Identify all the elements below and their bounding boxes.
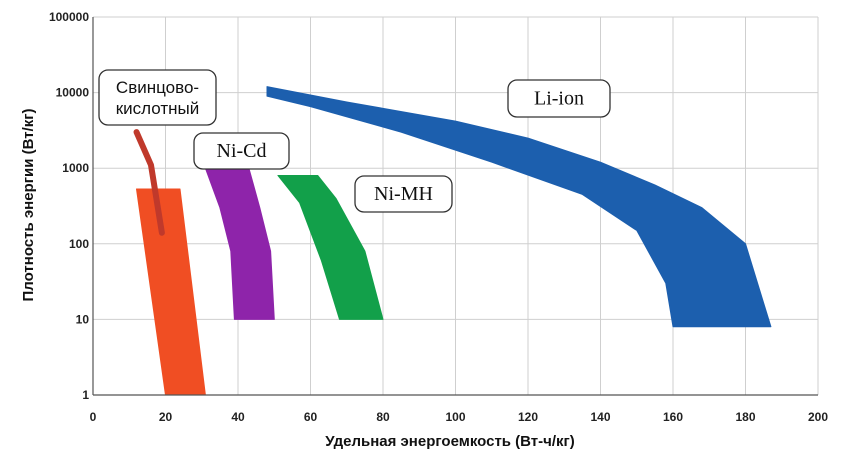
y-axis-title: Плотность энергии (Вт/кг): [20, 109, 37, 302]
x-tick-label: 200: [808, 410, 828, 424]
series-regions: [133, 86, 772, 396]
y-tick-label: 100000: [49, 10, 89, 24]
series-label: кислотный: [116, 99, 200, 118]
series-label-box: [354, 175, 453, 213]
x-tick-label: 120: [518, 410, 538, 424]
x-tick-label: 60: [304, 410, 318, 424]
series-label: Li-ion: [534, 88, 584, 110]
y-tick-label: 100: [69, 237, 89, 251]
x-tick-label: 140: [590, 410, 610, 424]
series-label-box: [193, 132, 290, 170]
y-tick-labels: 1 10 100 1000 10000 100000: [49, 10, 89, 402]
x-axis-title: Удельная энергоемкость (Вт-ч/кг): [325, 433, 575, 450]
series-label: Ni-MH: [374, 183, 433, 205]
series-label-box: [98, 69, 217, 126]
series-region: [277, 175, 384, 320]
y-tick-label: 1000: [62, 161, 89, 175]
series-region: [266, 86, 772, 328]
x-tick-label: 100: [445, 410, 465, 424]
series-label: Свинцово-: [116, 78, 199, 97]
series-label-box: [507, 79, 611, 118]
x-tick-labels: 0 20 40 60 80 100 120 140 160 180 200: [90, 410, 829, 424]
y-tick-label: 10: [76, 312, 90, 326]
x-tick-label: 160: [663, 410, 683, 424]
series-label: Ni-Cd: [217, 140, 267, 162]
x-tick-label: 180: [735, 410, 755, 424]
y-tick-label: 1: [82, 388, 89, 402]
series-region: [204, 167, 275, 320]
series-labels: Свинцово-кислотный Ni-Cd Ni-MH Li-ion: [98, 69, 611, 213]
series-tail: [133, 129, 165, 236]
axes: [92, 17, 818, 396]
x-tick-label: 40: [231, 410, 245, 424]
x-tick-label: 20: [159, 410, 173, 424]
x-tick-label: 80: [376, 410, 390, 424]
x-tick-label: 0: [90, 410, 97, 424]
y-tick-label: 10000: [56, 86, 90, 100]
